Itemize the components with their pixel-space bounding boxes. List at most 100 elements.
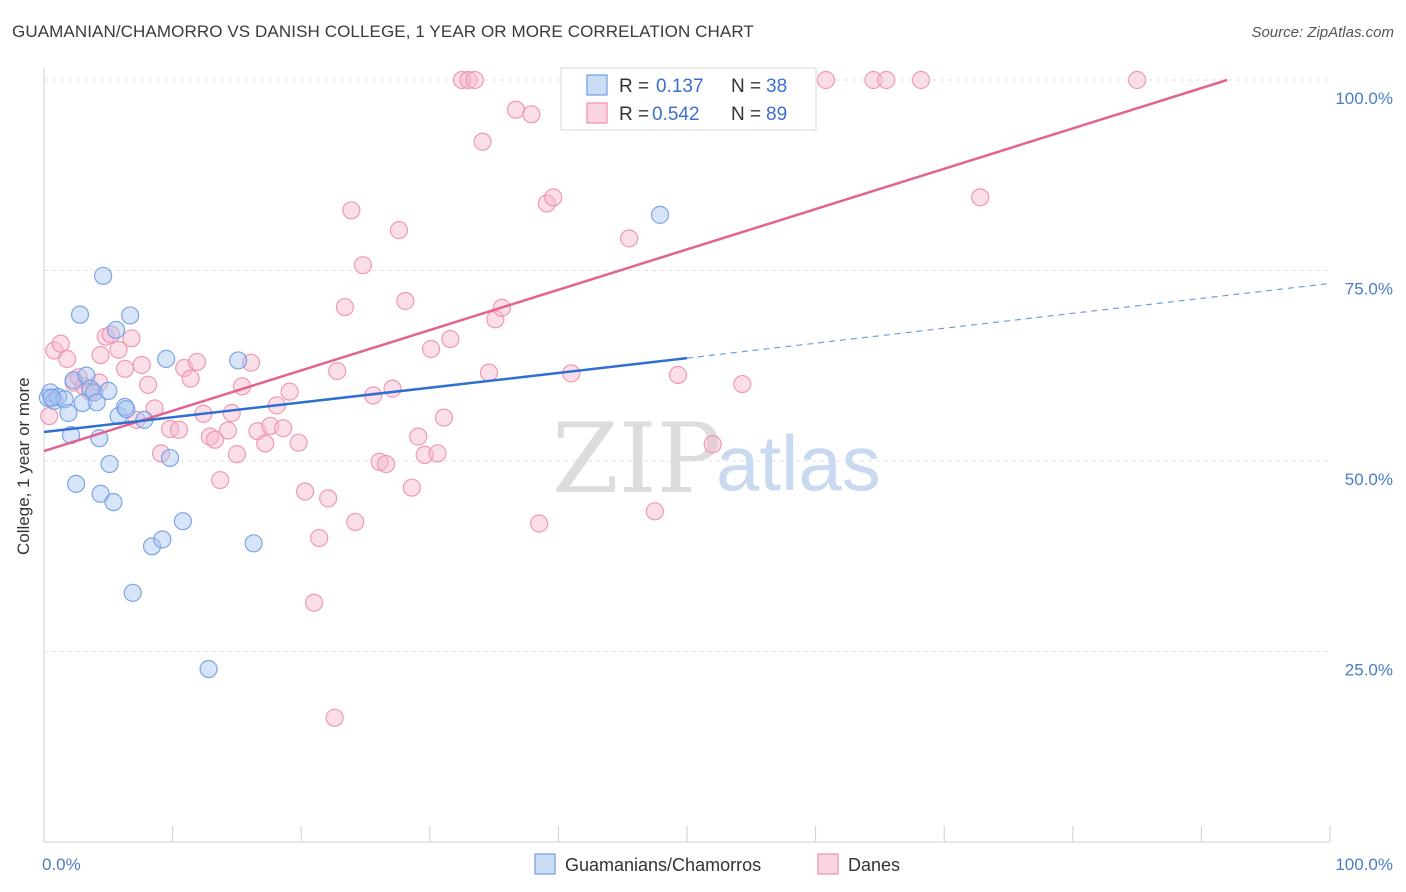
data-point [668,365,688,384]
data-point [911,70,931,90]
data-point [123,583,142,602]
data-point [280,382,299,401]
x-tick-label: 100.0% [1335,855,1393,874]
data-points [38,70,1147,727]
data-point [187,352,207,372]
data-point [376,454,396,474]
data-point [396,291,415,311]
legend-swatch-danes [586,102,608,124]
data-point [434,408,454,427]
data-point [91,484,110,503]
data-point [465,70,484,90]
data-point [346,512,365,532]
data-point [40,406,59,426]
data-point [335,297,355,317]
y-tick-label: 75.0% [1345,280,1393,299]
data-point [160,448,180,468]
y-tick-label: 50.0% [1345,470,1393,489]
data-point [173,512,192,531]
legend-r-value-danes: 0.542 [652,104,700,125]
data-point [227,445,246,464]
data-point [816,70,835,90]
data-point [218,421,237,440]
stats-legend: R = 0.137 N = 38 R = 0.542 N = 89 [560,67,817,131]
data-point [256,434,275,453]
data-point [409,427,428,446]
data-point [703,435,722,454]
legend-n-value-danes: 89 [766,104,787,125]
data-point [122,329,141,348]
data-point [117,400,136,419]
data-point [310,528,329,548]
data-point [304,593,324,612]
data-point [402,478,421,497]
data-point [325,708,344,727]
data-point [222,403,241,423]
data-point [211,470,230,490]
series-legend: Guamanians/Chamorros Danes [534,853,900,875]
data-point [1127,70,1147,90]
trend-line-danes [43,78,1228,453]
legend-n-value-guamanians: 38 [766,76,787,97]
legend-r-value-guamanians: 0.137 [656,76,704,97]
data-point [99,381,118,400]
data-point [650,205,670,224]
series-legend-label-danes: Danes [848,855,900,875]
legend-n-label: N = [731,104,761,125]
data-point [522,105,541,124]
data-point [383,379,402,398]
data-point [100,454,119,474]
series-legend-label-guamanians: Guamanians/Chamorros [565,855,761,875]
data-point [139,375,158,394]
data-point [157,349,176,368]
data-point [459,70,478,90]
x-tick-label: 0.0% [42,855,81,874]
data-point [244,534,263,553]
y-tick-label: 25.0% [1345,661,1393,680]
y-tick-label: 100.0% [1335,89,1393,108]
data-point [67,474,86,493]
watermark-zip: ZIP [552,403,721,515]
data-point [328,361,347,381]
data-point [229,351,248,370]
data-point [452,70,472,90]
tick-labels: 100.0% 75.0% 50.0% 25.0% 0.0% 100.0% [42,89,1393,874]
data-point [153,530,172,549]
data-point [121,306,140,325]
data-point [428,444,447,463]
data-point [70,305,90,324]
series-legend-swatch-danes [817,853,839,875]
data-point [58,349,77,368]
data-point [864,70,883,90]
chart-title: GUAMANIAN/CHAMORRO VS DANISH COLLEGE, 1 … [12,22,754,41]
data-point [87,393,106,412]
data-point [200,427,219,446]
data-point [479,363,499,382]
data-point [51,334,70,353]
trend-line-guamanians-extension [686,282,1331,359]
data-point [353,256,373,275]
data-point [132,355,151,375]
legend-n-label: N = [731,76,761,97]
data-point [73,393,92,413]
data-point [94,266,113,285]
data-point [319,489,338,508]
data-point [59,403,78,423]
data-point [42,388,61,407]
data-point [530,514,549,533]
data-point [181,369,200,388]
data-point [342,201,361,220]
axes [43,68,1331,843]
series-legend-swatch-guamanians [534,853,556,875]
data-point [205,430,225,449]
data-point [877,70,896,90]
data-point [473,132,492,151]
data-point [109,340,128,359]
data-point [104,493,123,512]
watermark-atlas: atlas [716,419,881,507]
legend-swatch-guamanians [586,74,608,96]
data-point [151,444,171,463]
data-point [106,320,126,340]
data-point [544,188,563,207]
